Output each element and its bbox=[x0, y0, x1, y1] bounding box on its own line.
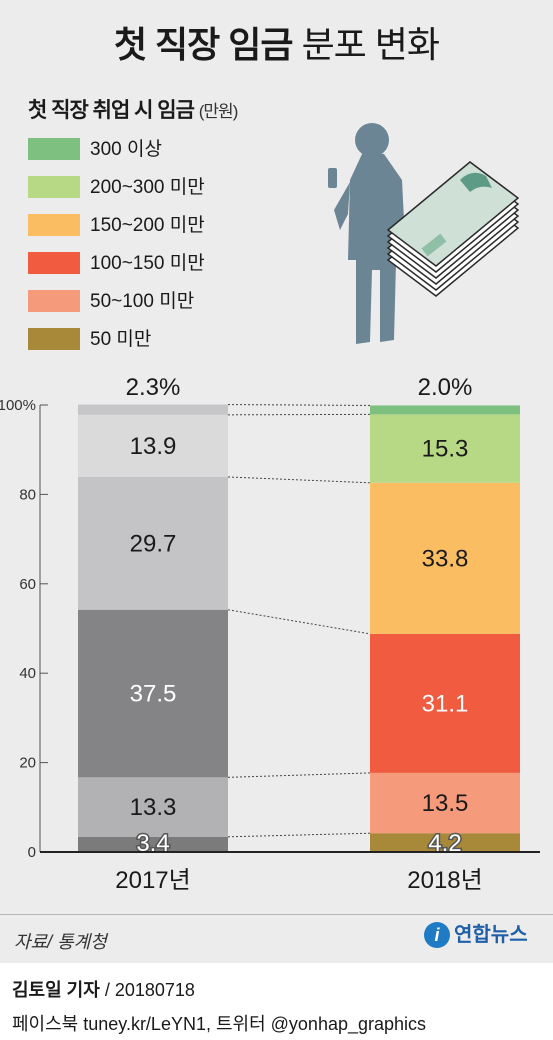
bar-segment bbox=[370, 414, 520, 483]
data-label: 13.3 bbox=[130, 794, 177, 821]
data-label: 33.8 bbox=[422, 545, 469, 572]
y-tick-label: 0 bbox=[28, 844, 36, 861]
legend-swatch bbox=[28, 328, 80, 350]
legend-label: 100~150 미만 bbox=[90, 253, 205, 274]
connector-line bbox=[227, 476, 371, 484]
legend-label: 200~300 미만 bbox=[90, 177, 205, 198]
bar-segment bbox=[78, 777, 228, 837]
byline: 김토일 기자 / 20180718 bbox=[12, 976, 195, 1002]
data-label: 4.2 bbox=[428, 830, 461, 857]
bar-segment bbox=[78, 414, 228, 477]
bar-segment bbox=[370, 772, 520, 834]
source-note: 자료/ 통계청 bbox=[14, 932, 107, 952]
byline-date: / 20180718 bbox=[104, 980, 195, 1000]
legend-swatch bbox=[28, 176, 80, 198]
bar-segment bbox=[370, 405, 520, 415]
chart-title: 첫 직장 임금 분포 변화 bbox=[0, 16, 553, 68]
legend-label: 50 미만 bbox=[90, 329, 152, 350]
connector-line bbox=[227, 832, 371, 838]
bar-segment bbox=[78, 836, 228, 852]
y-tick-label: 100% bbox=[0, 397, 36, 414]
bar-segment bbox=[370, 633, 520, 773]
bar-segment bbox=[78, 404, 228, 415]
reporter-name: 김토일 기자 bbox=[12, 980, 100, 1000]
y-tick-label: 80 bbox=[19, 486, 36, 503]
legend-title: 첫 직장 취업 시 임금 (만원) bbox=[28, 94, 239, 124]
social-links: 페이스북 tuney.kr/LeYN1, 트위터 @yonhap_graphic… bbox=[12, 1014, 427, 1034]
data-label: 13.5 bbox=[422, 790, 469, 817]
legend-swatch bbox=[28, 138, 80, 160]
y-tick-label: 40 bbox=[19, 665, 36, 682]
logo-icon: i bbox=[424, 922, 450, 948]
x-category-label: 2018년 bbox=[407, 867, 482, 894]
data-label: 31.1 bbox=[422, 690, 469, 717]
legend-title-text: 첫 직장 취업 시 임금 bbox=[28, 99, 195, 122]
connector-line bbox=[227, 609, 371, 635]
logo-text: 연합뉴스 bbox=[454, 924, 528, 946]
title-regular: 분포 변화 bbox=[301, 24, 440, 65]
legend-unit: (만원) bbox=[198, 102, 239, 121]
legend-label: 300 이상 bbox=[90, 139, 162, 160]
legend-swatch bbox=[28, 252, 80, 274]
x-category-label: 2017년 bbox=[115, 867, 190, 894]
legend-label: 150~200 미만 bbox=[90, 215, 205, 236]
bar-segment bbox=[78, 609, 228, 778]
data-label: 2.3% bbox=[126, 374, 181, 401]
worker-and-money-illustration bbox=[328, 123, 520, 344]
data-label: 15.3 bbox=[422, 436, 469, 463]
separator-line bbox=[0, 914, 553, 915]
graphic-panel: 첫 직장 임금 분포 변화 첫 직장 취업 시 임금 (만원) 300 이상 2… bbox=[0, 0, 553, 963]
title-bold: 첫 직장 임금 bbox=[113, 24, 294, 65]
connector-line bbox=[227, 404, 371, 406]
data-label: 2.0% bbox=[418, 374, 473, 401]
bar-segment bbox=[370, 833, 520, 852]
y-tick-label: 60 bbox=[19, 576, 36, 593]
y-tick-label: 20 bbox=[19, 755, 36, 772]
connector-line bbox=[227, 772, 371, 778]
legend-label: 50~100 미만 bbox=[90, 291, 195, 312]
data-label: 37.5 bbox=[130, 681, 177, 708]
bar-segment bbox=[78, 476, 228, 610]
legend-swatch bbox=[28, 290, 80, 312]
data-label: 13.9 bbox=[130, 433, 177, 460]
bar-segment bbox=[370, 482, 520, 634]
data-label: 29.7 bbox=[130, 530, 177, 557]
legend-swatch bbox=[28, 214, 80, 236]
